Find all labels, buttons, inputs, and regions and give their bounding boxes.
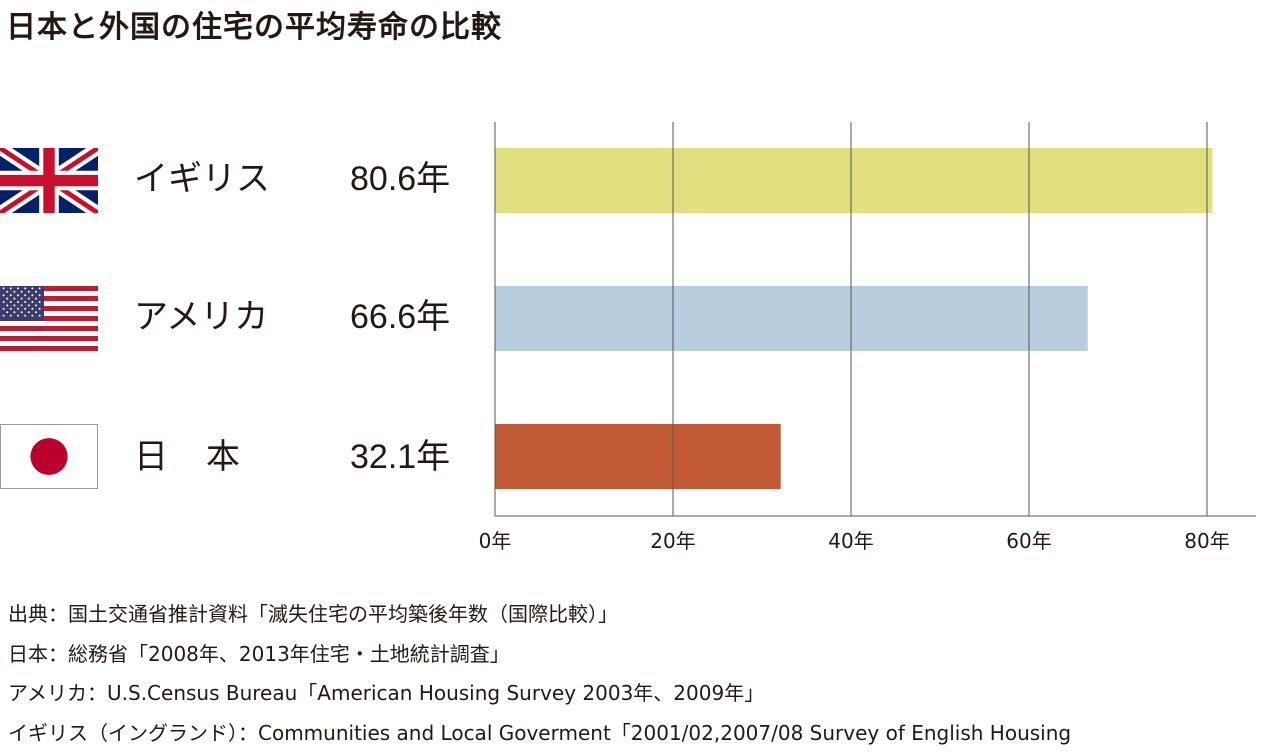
source-line-main: 出典：国土交通省推計資料「滅失住宅の平均築後年数（国際比較）」 xyxy=(8,595,1071,635)
x-tick-label: 80年 xyxy=(1184,529,1229,553)
x-tick-label: 20年 xyxy=(650,529,695,553)
source-line-uk: イギリス（イングランド）：Communities and Local Gover… xyxy=(8,714,1071,753)
source-notes: 出典：国土交通省推計資料「滅失住宅の平均築後年数（国際比較）」 日本：総務省「2… xyxy=(8,595,1071,753)
x-tick-label: 60年 xyxy=(1006,529,1051,553)
source-line-us: アメリカ：U.S.Census Bureau「American Housing … xyxy=(8,674,1071,714)
x-tick-label: 40年 xyxy=(828,529,873,553)
bar-us xyxy=(495,286,1088,351)
bar-japan xyxy=(495,424,781,489)
x-tick-label: 0年 xyxy=(479,529,512,553)
source-line-japan: 日本：総務省「2008年、2013年住宅・土地統計調査」 xyxy=(8,635,1071,675)
bar-uk xyxy=(495,148,1212,213)
